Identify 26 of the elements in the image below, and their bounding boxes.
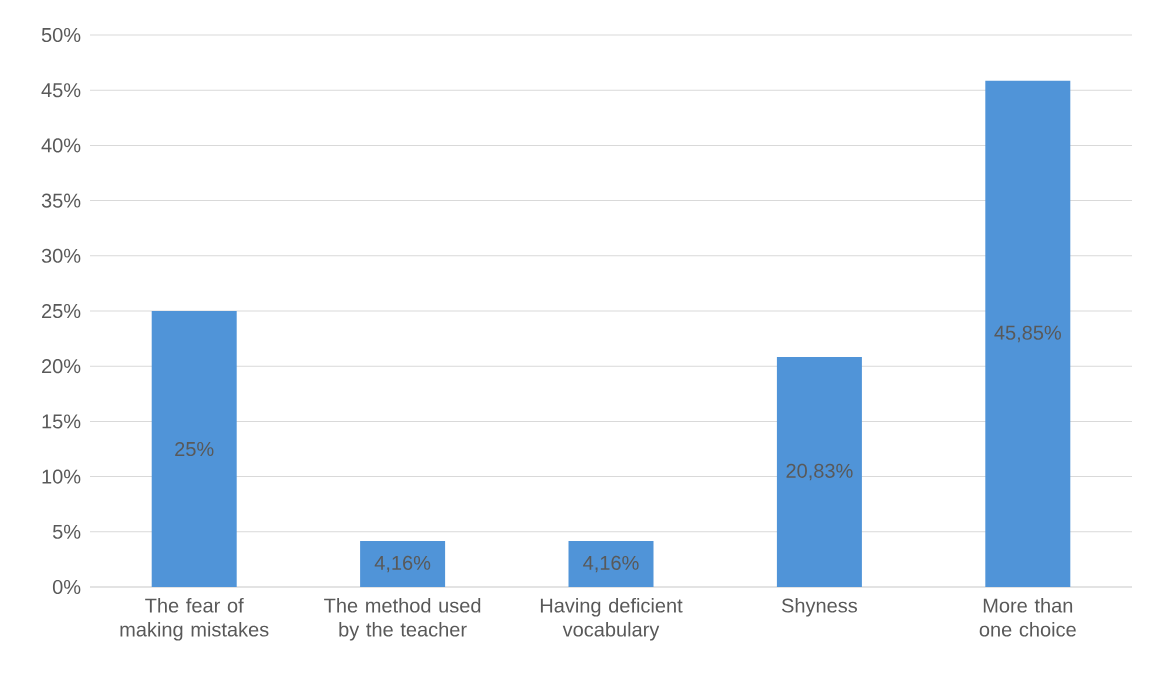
y-tick-label: 35%	[41, 193, 81, 208]
data-label: 4,16%	[583, 555, 639, 573]
y-tick-label: 40%	[41, 138, 81, 153]
data-label: 20,83%	[786, 463, 853, 481]
y-tick-label: 10%	[42, 469, 81, 484]
y-tick-label: 5%	[52, 524, 81, 539]
bar	[776, 357, 862, 587]
bar	[151, 311, 237, 587]
y-tick-label: 0%	[52, 579, 81, 595]
y-tick-label: 20%	[42, 359, 81, 374]
data-label: 4,16%	[374, 555, 431, 573]
y-tick-label: 30%	[41, 248, 81, 263]
data-label: 45,85%	[994, 325, 1061, 343]
y-tick-label: 45%	[41, 83, 81, 98]
x-tick-label: More than one choice	[979, 597, 1076, 637]
bar	[360, 541, 446, 587]
x-tick-label: The fear of making mistakes	[120, 597, 269, 641]
y-tick-label: 15%	[42, 414, 81, 429]
x-tick-label: Having deficient vocabulary	[540, 597, 683, 641]
bar	[985, 80, 1071, 587]
y-tick-label: 25%	[42, 303, 81, 319]
bar	[568, 541, 654, 587]
y-tick-label: 50%	[41, 27, 81, 43]
x-tick-label: The method used by the teacher	[324, 597, 481, 641]
x-tick-label: Shyness	[781, 597, 858, 617]
data-label: 25%	[175, 441, 214, 457]
